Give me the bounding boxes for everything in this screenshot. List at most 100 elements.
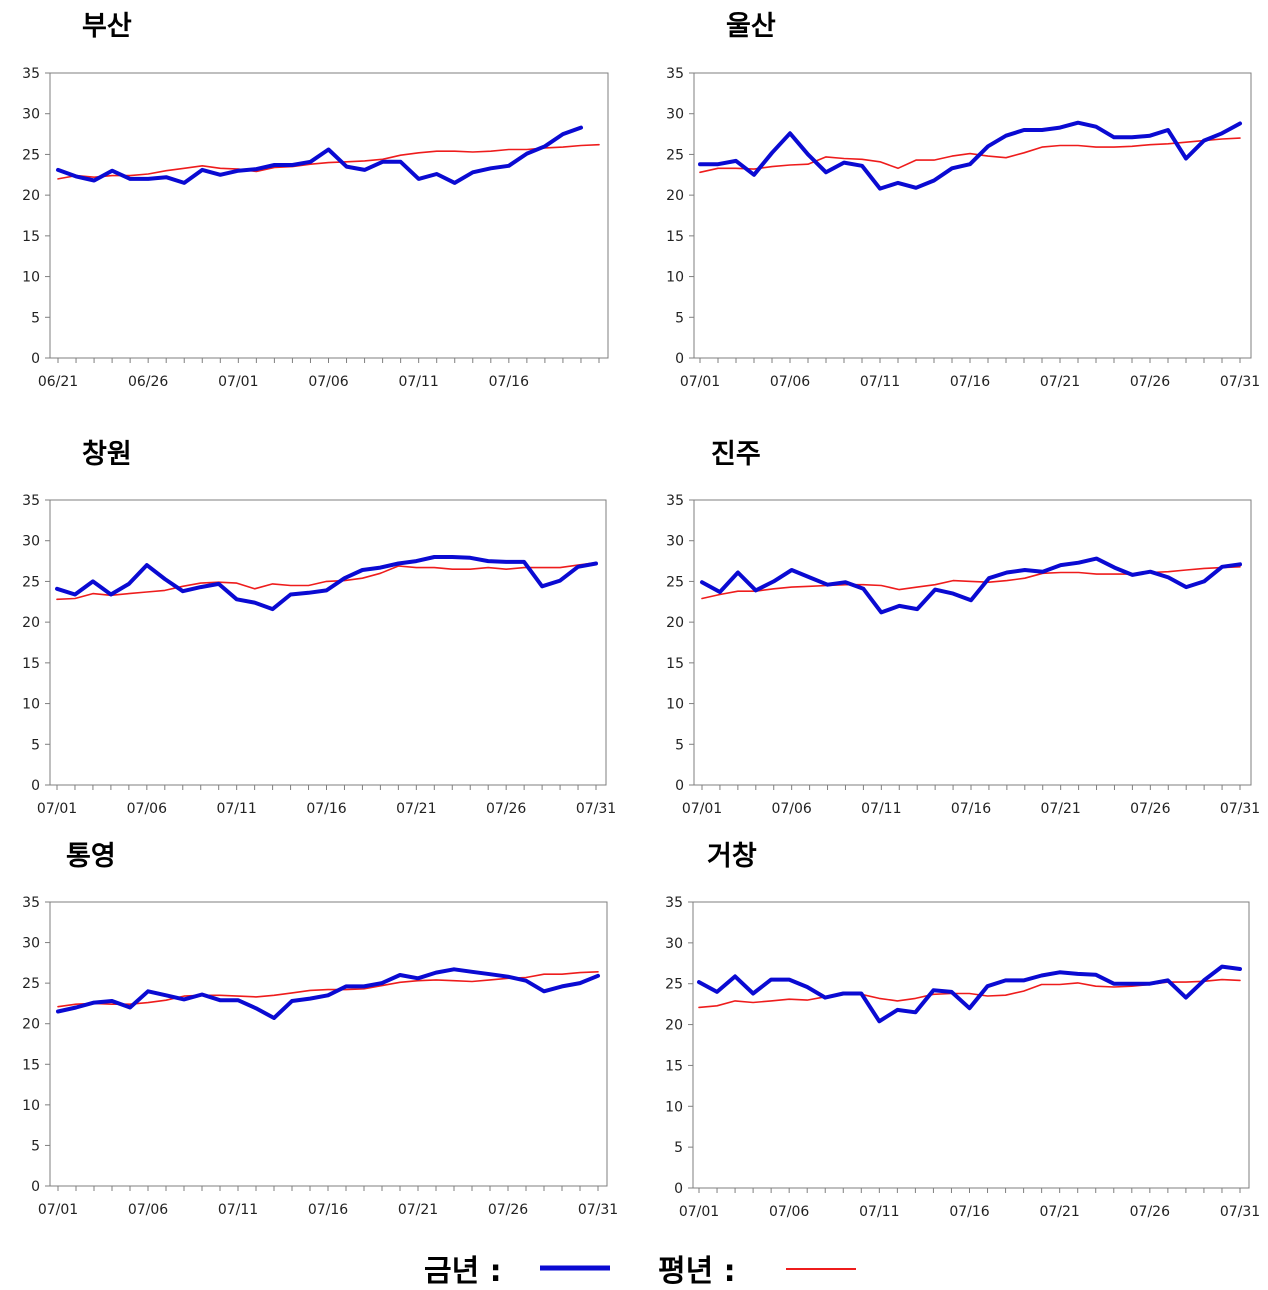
x-tick-label: 07/16 — [950, 374, 990, 390]
y-tick-label: 35 — [22, 493, 40, 509]
plot-frame — [49, 72, 609, 359]
x-tick-label: 07/31 — [1220, 1204, 1260, 1220]
x-tick-label: 07/01 — [680, 374, 720, 390]
legend-swatch-this-year — [540, 1265, 610, 1271]
x-tick-label: 07/01 — [679, 1204, 719, 1220]
y-tick-label: 0 — [31, 1179, 40, 1195]
x-tick-label: 07/01 — [682, 801, 722, 817]
series-line-normal-year — [57, 143, 600, 180]
series-line-this-year — [55, 555, 598, 612]
plot-frame — [692, 901, 1250, 1189]
x-tick-label: 07/16 — [308, 1202, 348, 1218]
x-tick-label: 07/31 — [1220, 801, 1260, 817]
y-tick-label: 5 — [675, 737, 684, 753]
y-tick-label: 5 — [674, 1140, 683, 1156]
plot-frame — [693, 499, 1252, 786]
plot-frame — [693, 72, 1252, 359]
chart-5: 0 5 10 15 20 25 30 35 07/01 07/06 07/11 07/16 07/21 0… — [665, 895, 1260, 1220]
chart-title: 진주 — [711, 439, 761, 470]
y-tick-label: 5 — [31, 737, 40, 753]
y-tick-label: 35 — [665, 895, 683, 911]
x-tick-label: 07/01 — [218, 374, 258, 390]
x-tick-label: 07/11 — [859, 1204, 899, 1220]
y-tick-label: 10 — [22, 270, 40, 286]
x-tick-label: 06/26 — [128, 374, 168, 390]
y-tick-label: 5 — [31, 310, 40, 326]
y-tick-label: 25 — [666, 147, 684, 163]
x-tick-label: 07/11 — [216, 801, 256, 817]
x-tick-label: 07/16 — [949, 1204, 989, 1220]
chart-title: 창원 — [82, 439, 132, 470]
y-tick-label: 0 — [31, 778, 40, 794]
legend-label-this-year: 금년 : — [424, 1254, 502, 1289]
chart-title: 울산 — [726, 11, 776, 42]
y-tick-label: 30 — [665, 936, 683, 952]
y-tick-label: 35 — [666, 66, 684, 82]
x-tick-label: 07/11 — [398, 374, 438, 390]
y-tick-label: 10 — [665, 1099, 683, 1115]
x-tick-label: 07/21 — [1039, 1204, 1079, 1220]
y-tick-label: 25 — [22, 574, 40, 590]
x-tick-label: 07/21 — [398, 1202, 438, 1218]
chart-0: 0 5 10 15 20 25 30 35 06/21 06/26 07/01 07/06 07/11 0… — [22, 66, 609, 390]
y-tick-label: 15 — [22, 1057, 40, 1073]
x-tick-label: 07/26 — [1130, 374, 1170, 390]
x-tick-label: 07/06 — [770, 374, 810, 390]
y-tick-label: 20 — [22, 615, 40, 631]
x-tick-label: 07/01 — [38, 1202, 78, 1218]
y-tick-label: 25 — [22, 976, 40, 992]
y-tick-label: 20 — [666, 188, 684, 204]
x-tick-label: 07/21 — [1040, 374, 1080, 390]
x-tick-label: 07/26 — [486, 801, 526, 817]
y-tick-label: 35 — [22, 895, 40, 911]
y-tick-label: 25 — [666, 574, 684, 590]
y-tick-label: 15 — [22, 229, 40, 245]
chart-3: 0 5 10 15 20 25 30 35 07/01 07/06 07/11 07/16 07/21 0… — [666, 493, 1260, 817]
chart-2: 0 5 10 15 20 25 30 35 07/01 07/06 07/11 07/16 07/21 0… — [22, 493, 616, 817]
series-line-this-year — [56, 125, 583, 185]
y-tick-label: 35 — [22, 66, 40, 82]
x-tick-label: 07/01 — [37, 801, 77, 817]
x-tick-label: 07/26 — [488, 1202, 528, 1218]
x-tick-label: 07/31 — [578, 1202, 618, 1218]
y-tick-label: 25 — [22, 147, 40, 163]
y-tick-label: 10 — [22, 1098, 40, 1114]
legend: 금년 : 평년 : — [420, 1246, 880, 1289]
chart-1: 0 5 10 15 20 25 30 35 07/01 07/06 07/11 07/16 07/21 0… — [666, 66, 1260, 390]
x-tick-label: 06/21 — [38, 374, 78, 390]
x-tick-label: 07/21 — [1040, 801, 1080, 817]
series-line-this-year — [698, 120, 1242, 191]
y-tick-label: 20 — [665, 1018, 683, 1034]
x-tick-label: 07/11 — [860, 374, 900, 390]
y-tick-label: 30 — [666, 534, 684, 550]
y-tick-label: 10 — [22, 697, 40, 713]
x-tick-label: 07/16 — [489, 374, 529, 390]
y-tick-label: 15 — [666, 656, 684, 672]
y-tick-label: 20 — [22, 188, 40, 204]
series-line-normal-year — [699, 137, 1241, 174]
chart-title: 부산 — [82, 11, 132, 42]
series-line-this-year — [56, 967, 600, 1020]
x-tick-label: 07/06 — [308, 374, 348, 390]
chart-title: 거창 — [707, 841, 757, 872]
y-tick-label: 30 — [22, 936, 40, 952]
series-line-this-year — [700, 556, 1242, 615]
y-tick-label: 0 — [675, 778, 684, 794]
chart-4: 0 5 10 15 20 25 30 35 07/01 07/06 07/11 07/16 07/21 0… — [22, 895, 618, 1218]
series-line-normal-year — [56, 561, 597, 601]
x-tick-label: 07/16 — [306, 801, 346, 817]
series-line-this-year — [697, 964, 1242, 1024]
series-line-normal-year — [701, 565, 1241, 600]
legend-label-normal-year: 평년 : — [658, 1254, 736, 1289]
x-tick-label: 07/11 — [218, 1202, 258, 1218]
x-tick-label: 07/21 — [396, 801, 436, 817]
chart-title: 통영 — [66, 841, 116, 872]
y-tick-label: 0 — [31, 351, 40, 367]
y-tick-label: 35 — [666, 493, 684, 509]
plot-frame — [49, 901, 608, 1187]
y-tick-label: 20 — [22, 1017, 40, 1033]
y-tick-label: 10 — [666, 270, 684, 286]
y-tick-label: 0 — [674, 1181, 683, 1197]
legend-swatch-normal-year — [786, 1268, 856, 1270]
